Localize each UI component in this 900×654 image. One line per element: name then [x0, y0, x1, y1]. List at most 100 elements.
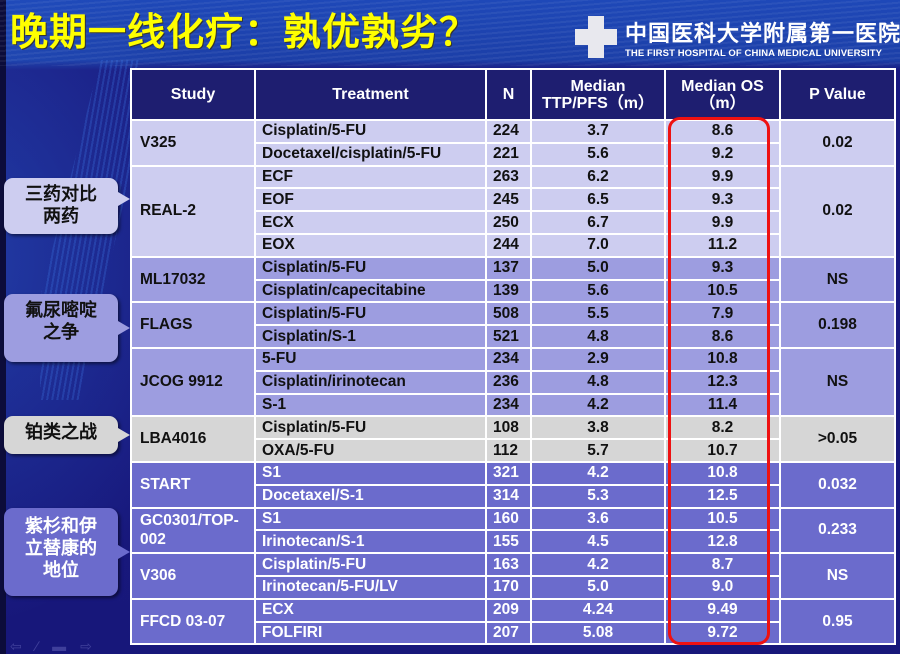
study-cell: REAL-2 [130, 164, 256, 258]
pen-icon[interactable]: ∕ [35, 638, 39, 654]
pfs-cell: 6.2 [530, 164, 666, 190]
table-row: S-1 234 4.2 11.4 [131, 392, 895, 418]
slide-title: 晚期一线化疗：孰优孰劣？ [10, 10, 479, 54]
table-row: EOX 244 7.0 11.2 [131, 232, 895, 258]
p-value-cell: 0.233 [779, 506, 896, 555]
n-cell: 521 [485, 324, 532, 349]
n-cell: 112 [485, 438, 532, 463]
study-cell: JCOG 9912 [130, 346, 256, 418]
treatment-cell: 5-FU [254, 346, 487, 372]
table-row: Cisplatin/irinotecan 236 4.8 12.3 [131, 369, 895, 395]
header-treatment: Treatment [254, 68, 487, 121]
treatment-cell: ECX [254, 210, 487, 235]
n-cell: 160 [485, 506, 532, 532]
study-cell: FLAGS [130, 301, 256, 349]
n-cell: 163 [485, 552, 532, 577]
p-value-cell: 0.032 [779, 460, 896, 509]
os-cell: 11.4 [664, 392, 781, 418]
n-cell: 170 [485, 574, 532, 600]
n-cell: 250 [485, 210, 532, 235]
pfs-cell: 5.0 [530, 574, 666, 600]
pfs-cell: 2.9 [530, 346, 666, 372]
table-row: GC0301/TOP-002 S1 160 3.6 10.5 0.233 [130, 506, 896, 555]
os-cell: 10.5 [664, 278, 781, 304]
callout-platinum: 铂类之战 [4, 416, 130, 454]
callout-taxane-irinotecan: 紫杉和伊 立替康的 地位 [4, 508, 130, 596]
os-cell: 9.3 [664, 187, 781, 213]
arrow-left-icon[interactable]: ⇦ [10, 638, 22, 654]
treatment-cell: Irinotecan/5-FU/LV [254, 574, 487, 600]
pfs-cell: 5.5 [530, 301, 666, 327]
table-row: Cisplatin/S-1 521 4.8 8.6 [131, 324, 895, 349]
os-cell: 9.0 [664, 574, 781, 600]
pfs-cell: 5.08 [530, 620, 666, 646]
treatment-cell: FOLFIRI [254, 620, 487, 646]
pfs-cell: 5.6 [530, 278, 666, 304]
treatment-cell: S1 [254, 460, 487, 486]
n-cell: 234 [485, 346, 532, 372]
n-cell: 244 [485, 232, 532, 258]
os-cell: 8.6 [664, 324, 781, 349]
n-cell: 236 [485, 369, 532, 395]
treatment-cell: EOX [254, 232, 487, 258]
treatment-cell: EOF [254, 187, 487, 213]
p-value-cell: 0.95 [779, 597, 896, 646]
treatment-cell: ECX [254, 597, 487, 623]
menu-icon[interactable]: ▬ [52, 638, 67, 654]
table-row: ECX 250 6.7 9.9 [131, 210, 895, 235]
treatment-cell: Cisplatin/5-FU [254, 255, 487, 281]
os-cell: 9.9 [664, 210, 781, 235]
pfs-cell: 3.8 [530, 415, 666, 441]
table-row: FFCD 03-07 ECX 209 4.24 9.49 0.95 [130, 597, 896, 646]
n-cell: 139 [485, 278, 532, 304]
p-value-cell: 0.02 [779, 119, 896, 167]
table-row: ML17032 Cisplatin/5-FU 137 5.0 9.3 NS [130, 255, 896, 304]
header-study: Study [130, 68, 256, 121]
table-row: EOF 245 6.5 9.3 [131, 187, 895, 213]
p-value-cell: 0.198 [779, 301, 896, 349]
pfs-cell: 3.7 [530, 119, 666, 144]
treatment-cell: Cisplatin/5-FU [254, 119, 487, 144]
treatment-cell: S1 [254, 506, 487, 532]
os-cell: 9.9 [664, 164, 781, 190]
slideshow-nav: ⇦ ∕ ▬ ⇨ [10, 638, 92, 654]
arrow-right-icon[interactable]: ⇨ [80, 638, 92, 654]
table-row: FLAGS Cisplatin/5-FU 508 5.5 7.9 0.198 [130, 301, 896, 349]
os-cell: 10.8 [664, 460, 781, 486]
table-row: V325 Cisplatin/5-FU 224 3.7 8.6 0.02 [130, 119, 896, 167]
pfs-cell: 6.7 [530, 210, 666, 235]
table-row: JCOG 9912 5-FU 234 2.9 10.8 NS [130, 346, 896, 418]
os-cell: 12.3 [664, 369, 781, 395]
p-value-cell: 0.02 [779, 164, 896, 258]
treatment-cell: S-1 [254, 392, 487, 418]
n-cell: 234 [485, 392, 532, 418]
header-pfs: Median TTP/PFS（m） [530, 68, 666, 121]
os-cell: 9.49 [664, 597, 781, 623]
table-row: V306 Cisplatin/5-FU 163 4.2 8.7 NS [130, 552, 896, 600]
treatment-cell: Cisplatin/5-FU [254, 415, 487, 441]
treatment-cell: Cisplatin/S-1 [254, 324, 487, 349]
pfs-cell: 4.8 [530, 324, 666, 349]
pfs-cell: 5.3 [530, 483, 666, 509]
callout-fluoropyrimidine: 氟尿嘧啶 之争 [4, 294, 130, 362]
study-cell: LBA4016 [130, 415, 256, 463]
hospital-name-chinese: 中国医科大学附属第一医院 [625, 21, 900, 47]
pfs-cell: 4.5 [530, 529, 666, 555]
os-cell: 9.2 [664, 141, 781, 167]
pfs-cell: 5.6 [530, 141, 666, 167]
treatment-cell: Docetaxel/cisplatin/5-FU [254, 141, 487, 167]
p-value-cell: NS [779, 255, 896, 304]
treatment-cell: ECF [254, 164, 487, 190]
pfs-cell: 4.2 [530, 552, 666, 577]
table-row: START S1 321 4.2 10.8 0.032 [130, 460, 896, 509]
n-cell: 508 [485, 301, 532, 327]
pfs-cell: 5.0 [530, 255, 666, 281]
treatment-cell: Cisplatin/5-FU [254, 301, 487, 327]
table-row: Irinotecan/S-1 155 4.5 12.8 [131, 529, 895, 555]
table-row: Irinotecan/5-FU/LV 170 5.0 9.0 [131, 574, 895, 600]
pfs-cell: 4.2 [530, 460, 666, 486]
treatment-cell: Cisplatin/capecitabine [254, 278, 487, 304]
os-cell: 9.72 [664, 620, 781, 646]
header-n: N [485, 68, 532, 121]
study-cell: ML17032 [130, 255, 256, 304]
